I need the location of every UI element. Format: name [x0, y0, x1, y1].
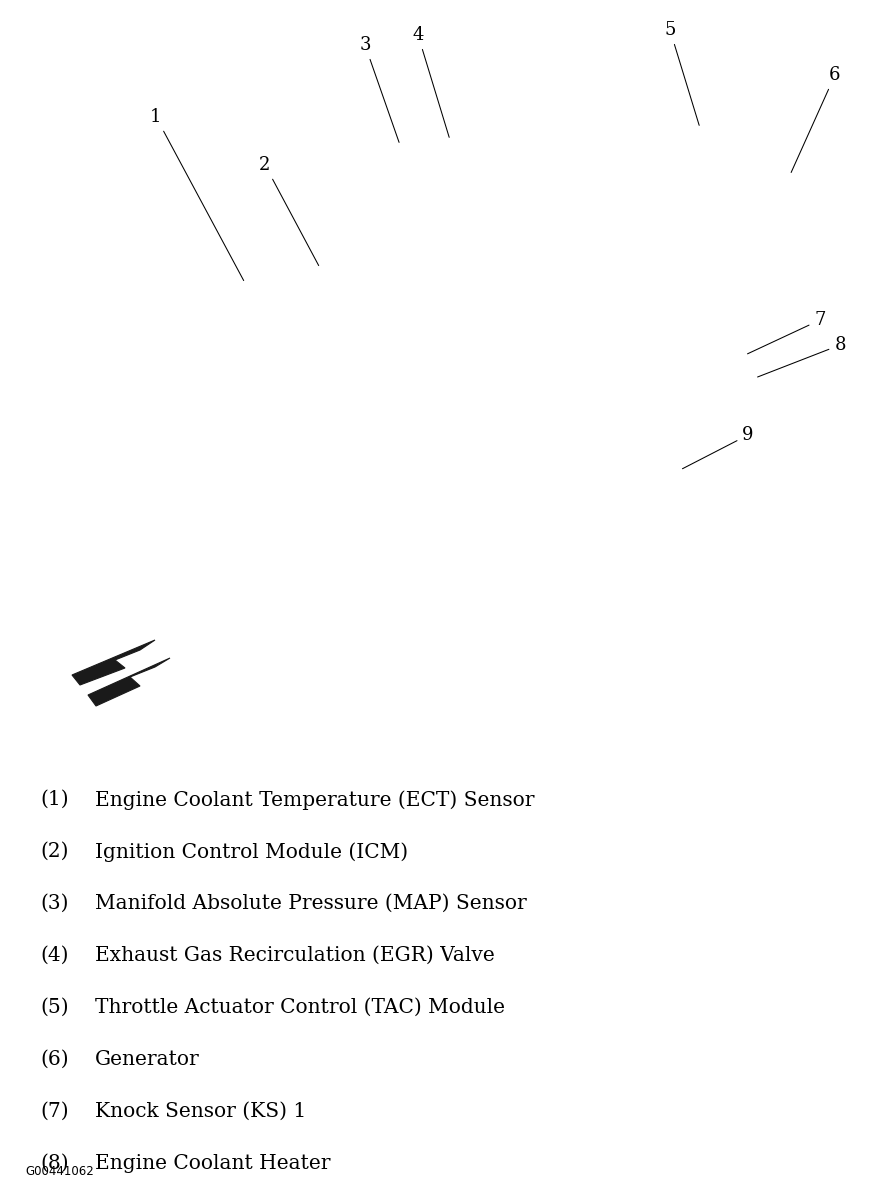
- Bar: [0, 0, 891, 740]
- Text: 8: 8: [757, 336, 846, 377]
- Text: Knock Sensor (KS) 1: Knock Sensor (KS) 1: [95, 1102, 307, 1121]
- Text: Ignition Control Module (ICM): Ignition Control Module (ICM): [95, 842, 408, 862]
- Polygon shape: [88, 658, 170, 706]
- Text: Manifold Absolute Pressure (MAP) Sensor: Manifold Absolute Pressure (MAP) Sensor: [95, 894, 527, 913]
- Text: 2: 2: [259, 156, 319, 265]
- Text: 4: 4: [413, 26, 449, 137]
- Text: Engine Coolant Heater: Engine Coolant Heater: [95, 1154, 331, 1174]
- Text: (7): (7): [40, 1102, 69, 1121]
- Text: (4): (4): [40, 946, 69, 965]
- Text: (3): (3): [40, 894, 69, 913]
- Text: Throttle Actuator Control (TAC) Module: Throttle Actuator Control (TAC) Module: [95, 998, 505, 1018]
- Text: 7: 7: [748, 311, 826, 354]
- Text: (6): (6): [40, 1050, 69, 1069]
- Text: 3: 3: [359, 36, 399, 143]
- Text: (2): (2): [40, 842, 69, 862]
- Text: Exhaust Gas Recirculation (EGR) Valve: Exhaust Gas Recirculation (EGR) Valve: [95, 946, 495, 965]
- Text: 9: 9: [683, 426, 754, 469]
- Text: (5): (5): [40, 998, 69, 1018]
- Text: G00441062: G00441062: [25, 1165, 94, 1178]
- Text: (8): (8): [40, 1154, 69, 1174]
- Text: Generator: Generator: [95, 1050, 200, 1069]
- Text: 1: 1: [151, 108, 243, 281]
- Polygon shape: [72, 640, 155, 685]
- Text: 5: 5: [665, 20, 699, 125]
- Text: (1): (1): [40, 790, 69, 809]
- Text: 6: 6: [791, 66, 841, 173]
- Text: Engine Coolant Temperature (ECT) Sensor: Engine Coolant Temperature (ECT) Sensor: [95, 790, 535, 810]
